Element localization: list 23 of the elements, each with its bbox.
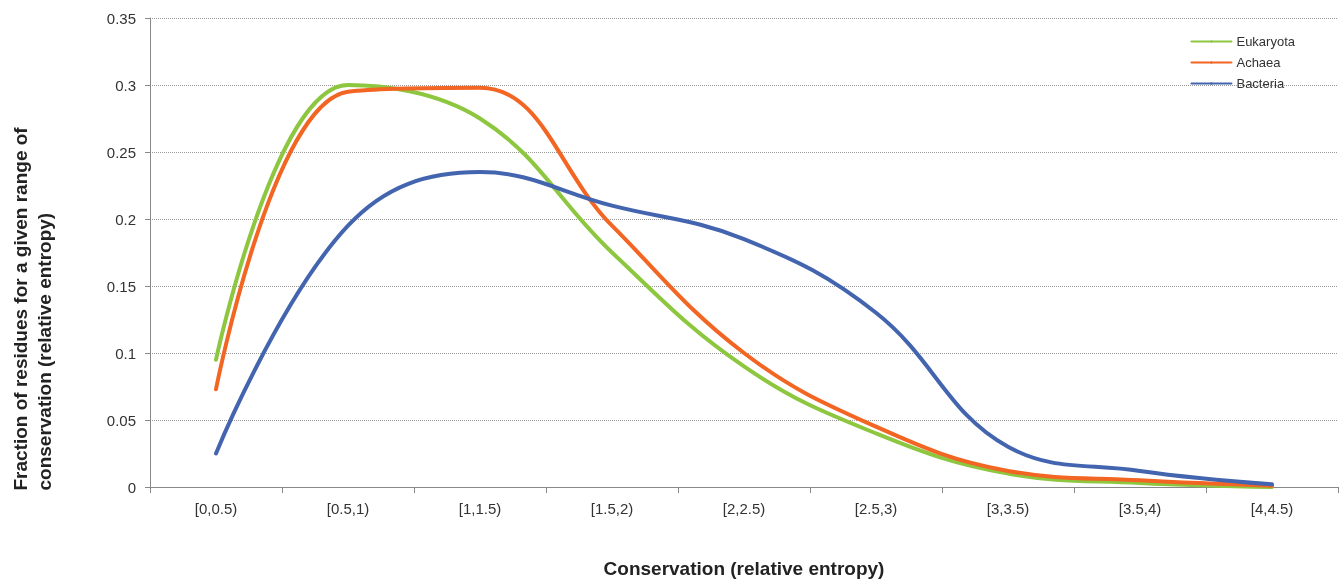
x-tick-label: [0,0.5) [194,500,238,517]
y-tick-label: 0.15 [106,277,136,295]
y-axis-title: Fraction of residues for a given range of conservation (relative entropy) [9,122,55,491]
legend-label: Achaea [1236,55,1282,70]
y-tick-label: 0.05 [106,411,136,429]
y-tick-label: 0.2 [115,210,136,228]
y-tick-label: 0.25 [106,143,136,161]
x-tick-label: [3,3.5) [986,500,1030,517]
x-tick-label: [4,4.5) [1250,500,1294,517]
legend-label: Bacteria [1236,76,1285,91]
line-series [214,170,1274,487]
x-tick-label: [1.5,2) [590,500,634,517]
y-tick-label: 0.1 [115,344,136,362]
x-tick-label: [1,1.5) [458,500,502,517]
legend-label: Eukaryota [1236,34,1296,49]
y-tick-label: 0.35 [106,9,136,27]
x-tick-label: [2,2.5) [722,500,766,517]
x-tick-label: [0.5,1) [326,500,370,517]
x-tick-label: [2.5,3) [854,500,898,517]
x-tick-label: [3.5,4) [1118,500,1162,517]
y-tick-label: 0 [127,478,136,496]
y-tick-label: 0.3 [115,76,136,94]
x-axis-title: Conservation (relative entropy) [603,558,885,579]
